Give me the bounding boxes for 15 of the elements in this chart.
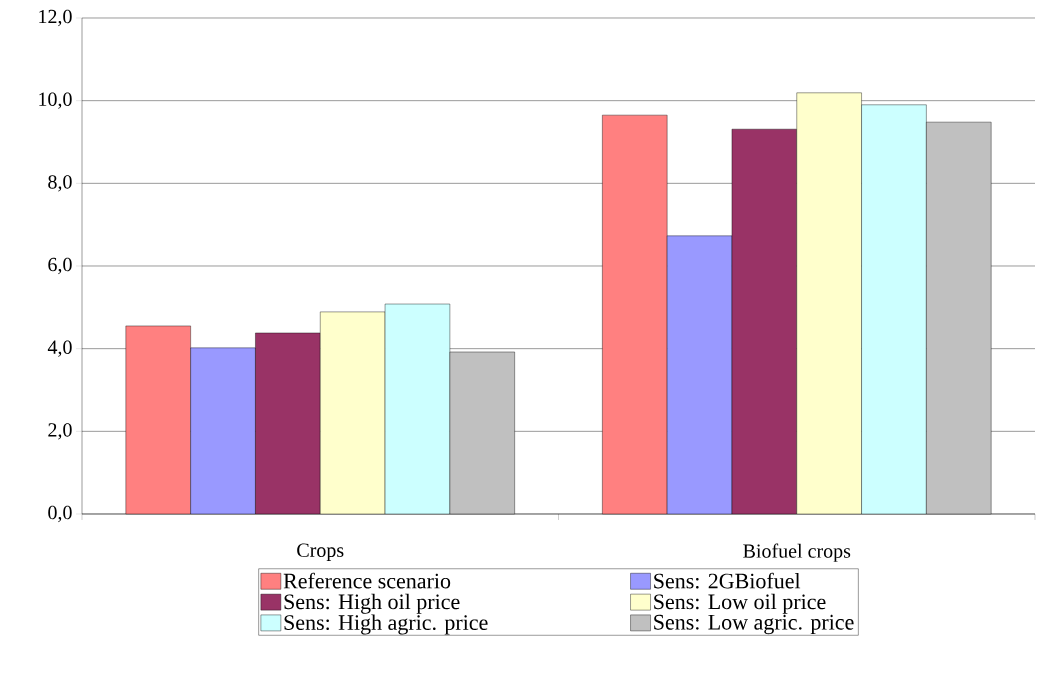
y-tick-label: 10,0: [39, 92, 72, 109]
legend-label: Sens: High agric. price: [284, 614, 488, 635]
y-tick-label: 4,0: [47, 340, 72, 357]
x-tick-label: Biofuel crops: [743, 543, 851, 562]
legend-label: Reference scenario: [283, 572, 451, 589]
legend-label: Sens: Low oil price: [654, 593, 826, 614]
x-tick-label: Crops: [297, 543, 344, 562]
legend-label: Sens: 2GBiofuel: [654, 572, 801, 589]
legend-label: Sens: Low agric. price: [654, 614, 854, 635]
y-tick-label: 8,0: [48, 175, 72, 192]
y-tick-label: 2,0: [48, 423, 72, 440]
y-tick-label: 6,0: [48, 257, 72, 275]
y-tick-label: 0,0: [48, 505, 72, 523]
legend-label: Sens: High oil price: [284, 593, 460, 614]
y-tick-label: 12,0: [39, 9, 72, 27]
